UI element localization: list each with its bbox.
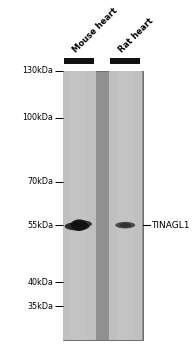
Bar xyxy=(64,58,94,64)
Text: TINAGL1: TINAGL1 xyxy=(151,220,190,230)
Ellipse shape xyxy=(70,220,92,228)
Bar xyxy=(109,71,142,340)
Ellipse shape xyxy=(119,223,131,228)
Text: Rat heart: Rat heart xyxy=(117,17,155,55)
Bar xyxy=(110,58,141,64)
Text: 100kDa: 100kDa xyxy=(22,113,53,122)
Ellipse shape xyxy=(71,219,87,231)
Text: 55kDa: 55kDa xyxy=(27,220,53,230)
Text: 70kDa: 70kDa xyxy=(27,177,53,186)
Bar xyxy=(63,71,96,340)
Bar xyxy=(63,71,143,340)
Text: Mouse heart: Mouse heart xyxy=(71,7,119,55)
Ellipse shape xyxy=(115,222,135,229)
Text: 40kDa: 40kDa xyxy=(27,278,53,287)
Bar xyxy=(117,71,134,340)
Text: 35kDa: 35kDa xyxy=(27,302,53,311)
Ellipse shape xyxy=(65,222,89,230)
Bar xyxy=(71,71,87,340)
Text: 130kDa: 130kDa xyxy=(22,66,53,75)
